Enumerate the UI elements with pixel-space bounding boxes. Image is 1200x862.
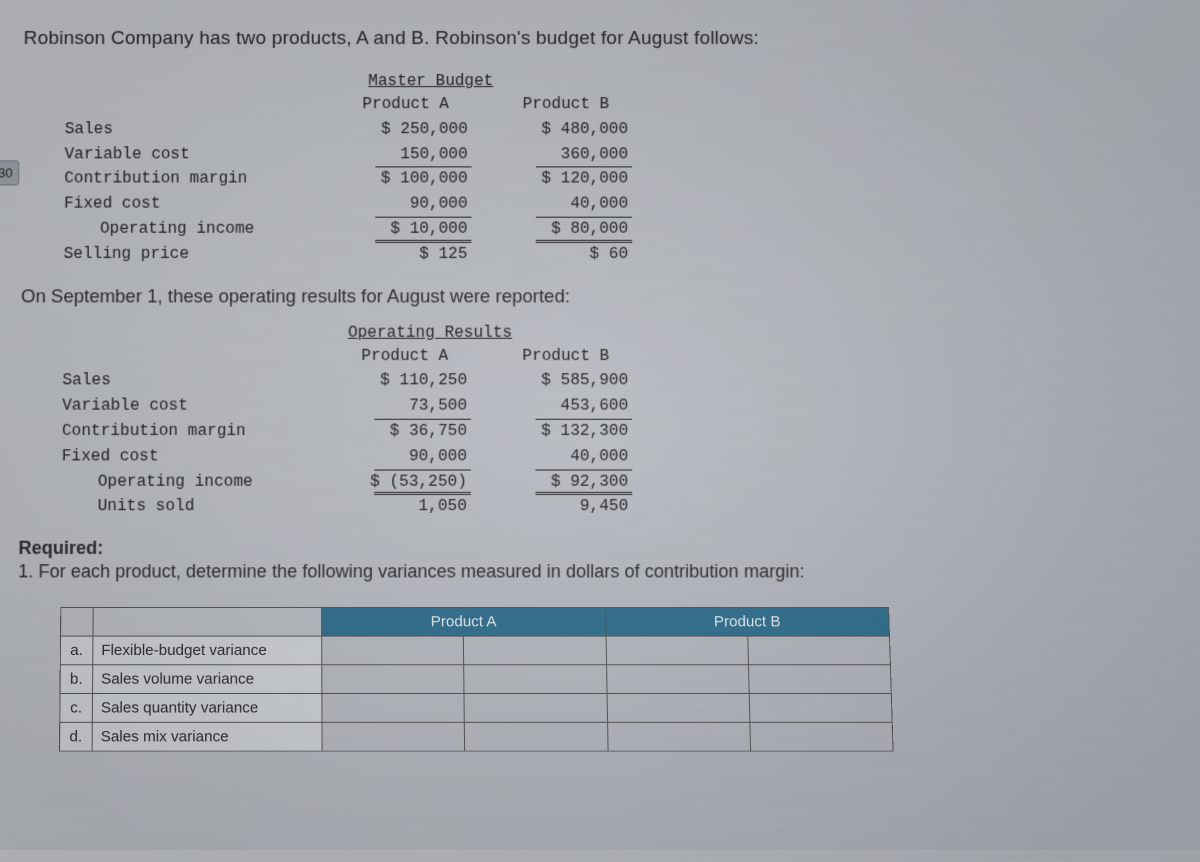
answer-cell[interactable] <box>465 722 608 751</box>
row-key: a. <box>60 636 92 665</box>
table-row: c. Sales quantity variance <box>60 694 892 723</box>
cell: $ 36,750 <box>324 419 485 444</box>
row-desc: Flexible-budget variance <box>93 636 322 665</box>
col-header-b: Product B <box>485 343 646 368</box>
cell: $ 250,000 <box>325 117 485 142</box>
answer-cell[interactable] <box>607 722 750 751</box>
master-budget-title: Master Budget <box>185 72 676 90</box>
table-row: d. Sales mix variance <box>60 722 894 751</box>
row-label: Contribution margin <box>64 167 325 192</box>
cell: $ 585,900 <box>485 369 646 394</box>
cell: 73,500 <box>324 394 485 419</box>
answer-cell[interactable] <box>748 636 891 665</box>
cell: $ 100,000 <box>325 167 486 192</box>
cell: 40,000 <box>485 444 646 469</box>
answer-cell[interactable] <box>322 636 464 665</box>
row-label: Fixed cost <box>64 192 325 217</box>
corner-cell <box>93 608 322 637</box>
cell: $ 480,000 <box>486 117 646 142</box>
answer-cell[interactable] <box>322 722 465 751</box>
col-header-a: Product A <box>324 343 485 368</box>
row-key: c. <box>60 694 93 723</box>
answer-header-b: Product B <box>605 608 889 637</box>
answer-cell[interactable] <box>748 665 891 694</box>
required-header: Required: <box>18 538 1181 559</box>
cell: 90,000 <box>324 444 485 469</box>
cell: 150,000 <box>325 142 486 167</box>
required-line: 1. For each product, determine the follo… <box>18 561 1182 582</box>
cell: 40,000 <box>486 192 647 217</box>
intro-text: Robinson Company has two products, A and… <box>23 28 1176 50</box>
answer-cell[interactable] <box>322 665 464 694</box>
row-label: Sales <box>65 117 326 142</box>
cell: $ 125 <box>325 242 486 267</box>
answer-cell[interactable] <box>464 694 607 723</box>
answer-cell[interactable] <box>322 694 465 723</box>
cell: 9,450 <box>485 494 646 519</box>
cell: $ 80,000 <box>486 217 647 242</box>
row-key: b. <box>60 665 93 694</box>
cell: $ 10,000 <box>325 217 486 242</box>
col-header-b: Product B <box>486 92 646 117</box>
row-desc: Sales volume variance <box>92 665 322 694</box>
row-label: Fixed cost <box>62 444 324 469</box>
answer-cell[interactable] <box>464 636 606 665</box>
row-label: Selling price <box>64 242 325 267</box>
table-row: a. Flexible-budget variance <box>60 636 890 665</box>
cell: 453,600 <box>485 394 646 419</box>
row-label: Variable cost <box>62 394 324 419</box>
cell: $ 132,300 <box>485 419 646 444</box>
master-budget-table: Master Budget Product A Product B Sales$… <box>64 72 677 267</box>
corner-cell <box>61 608 93 637</box>
mid-text: On September 1, these operating results … <box>21 285 1179 307</box>
answer-cell[interactable] <box>750 722 893 751</box>
row-label: Variable cost <box>64 142 325 167</box>
row-label: Units sold <box>61 494 323 519</box>
answer-cell[interactable] <box>464 665 607 694</box>
answer-header-a: Product A <box>322 608 606 637</box>
row-desc: Sales quantity variance <box>92 694 322 723</box>
row-label: Operating income <box>64 217 325 242</box>
cell: $ 92,300 <box>485 469 646 494</box>
table-row: b. Sales volume variance <box>60 665 891 694</box>
col-header-a: Product A <box>325 92 485 117</box>
row-label: Contribution margin <box>62 419 324 444</box>
row-label: Sales <box>62 369 324 394</box>
cell: 360,000 <box>486 142 646 167</box>
page-tab: 30 <box>0 160 20 185</box>
answer-cell[interactable] <box>749 694 892 723</box>
operating-results-title: Operating Results <box>184 323 677 341</box>
cell: 90,000 <box>325 192 486 217</box>
answer-cell[interactable] <box>606 636 749 665</box>
cell: $ 110,250 <box>324 369 485 394</box>
row-key: d. <box>60 722 93 751</box>
cell: $ 120,000 <box>486 167 647 192</box>
cell: 1,050 <box>324 494 486 519</box>
cell: $ (53,250) <box>324 469 485 494</box>
row-label: Operating income <box>61 469 323 494</box>
answer-table: Product A Product B a. Flexible-budget v… <box>59 607 894 752</box>
row-desc: Sales mix variance <box>92 722 322 751</box>
answer-cell[interactable] <box>606 665 749 694</box>
operating-results-table: Operating Results Product A Product B Sa… <box>61 323 677 519</box>
answer-cell[interactable] <box>607 694 750 723</box>
cell: $ 60 <box>485 242 646 267</box>
